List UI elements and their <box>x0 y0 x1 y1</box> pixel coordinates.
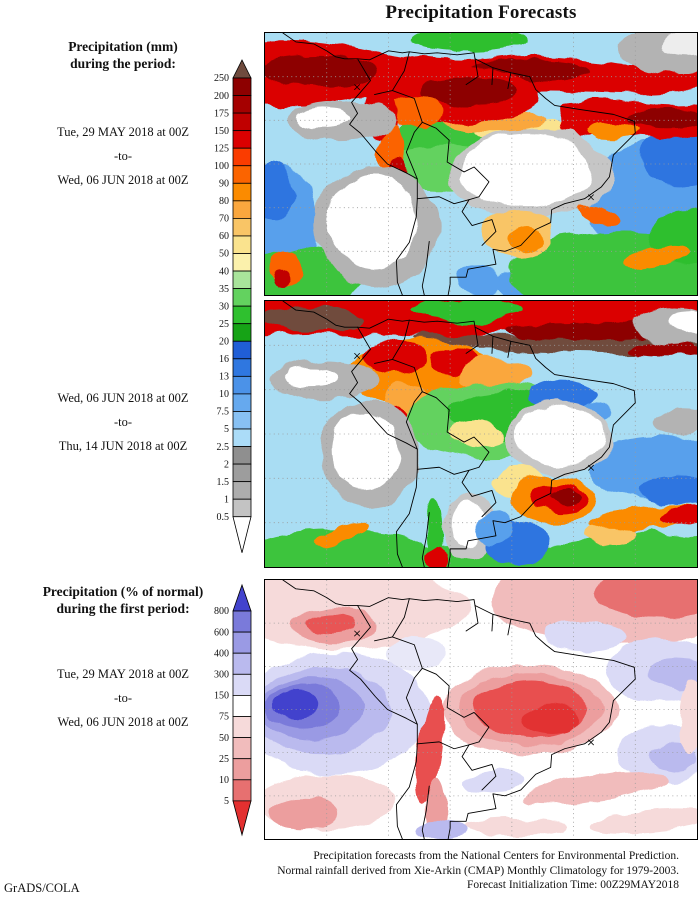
period2-start: Wed, 06 JUN 2018 at 00Z <box>57 391 189 405</box>
colorbar-precip-mm: 250 200 175 150 125 100 90 80 70 60 50 40 35 30 25 20 16… <box>198 58 252 558</box>
svg-text:2: 2 <box>224 459 229 470</box>
svg-text:175: 175 <box>214 108 229 119</box>
svg-text:16: 16 <box>219 354 229 365</box>
svg-text:70: 70 <box>219 214 229 225</box>
svg-text:20: 20 <box>219 336 229 347</box>
footer-line2: Normal rainfall derived from Xie-Arkin (… <box>277 864 679 877</box>
period3-end: Wed, 06 JUN 2018 at 00Z <box>57 715 189 729</box>
period1-to: -to- <box>113 149 133 163</box>
svg-text:10: 10 <box>219 775 229 786</box>
period2-dates: Wed, 06 JUN 2018 at 00Z -to- Thu, 14 JUN… <box>8 390 238 462</box>
svg-text:150: 150 <box>214 126 229 137</box>
period1-end: Wed, 06 JUN 2018 at 00Z <box>57 173 189 187</box>
svg-text:0.5: 0.5 <box>217 512 230 523</box>
panel2-heading-line2: during the first period: <box>56 601 190 616</box>
period1-dates: Tue, 29 MAY 2018 at 00Z -to- Wed, 06 JUN… <box>8 124 238 196</box>
panel2-heading: Precipitation (% of normal) during the f… <box>8 583 238 617</box>
svg-text:2.5: 2.5 <box>217 442 230 453</box>
svg-text:250: 250 <box>214 73 229 84</box>
period3-start: Tue, 29 MAY 2018 at 00Z <box>57 667 189 681</box>
period3-dates: Tue, 29 MAY 2018 at 00Z -to- Wed, 06 JUN… <box>8 666 238 738</box>
svg-text:30: 30 <box>219 301 229 312</box>
footer-notes: Precipitation forecasts from the Nationa… <box>159 849 679 893</box>
svg-text:75: 75 <box>219 712 229 723</box>
panel1-heading-line2: during the period: <box>70 56 176 71</box>
svg-text:200: 200 <box>214 91 229 102</box>
svg-text:40: 40 <box>219 266 229 277</box>
panel1-heading-line1: Precipitation (mm) <box>68 39 178 54</box>
svg-text:7.5: 7.5 <box>217 407 230 418</box>
svg-text:1: 1 <box>224 494 229 505</box>
map-percent-of-normal <box>264 579 698 840</box>
svg-text:1.5: 1.5 <box>217 477 230 488</box>
svg-text:50: 50 <box>219 733 229 744</box>
period2-to: -to- <box>113 415 133 429</box>
grads-cola-credit: GrADS/COLA <box>4 881 80 895</box>
svg-text:80: 80 <box>219 196 229 207</box>
svg-text:100: 100 <box>214 161 229 172</box>
svg-text:600: 600 <box>214 627 229 638</box>
map-precip-mm-period1 <box>264 32 698 296</box>
footer-line1: Precipitation forecasts from the Nationa… <box>313 850 679 862</box>
period3-to: -to- <box>113 691 133 705</box>
page-title: Precipitation Forecasts <box>385 2 577 23</box>
svg-text:60: 60 <box>219 231 229 242</box>
svg-text:5: 5 <box>224 796 229 807</box>
svg-text:800: 800 <box>214 606 229 617</box>
panel1-heading: Precipitation (mm) during the period: <box>8 38 238 72</box>
svg-text:125: 125 <box>214 143 229 154</box>
svg-text:400: 400 <box>214 648 229 659</box>
svg-text:25: 25 <box>219 754 229 765</box>
footer-line3: Forecast Initialization Time: 00Z29MAY20… <box>467 879 679 891</box>
svg-text:150: 150 <box>214 691 229 702</box>
svg-text:25: 25 <box>219 319 229 330</box>
colorbar-percent-of-normal: 800 600 400 300 150 75 50 25 10 5 <box>198 583 252 839</box>
svg-text:35: 35 <box>219 284 229 295</box>
period2-end: Thu, 14 JUN 2018 at 00Z <box>58 439 188 453</box>
svg-text:5: 5 <box>224 424 229 435</box>
svg-text:300: 300 <box>214 670 229 681</box>
svg-text:50: 50 <box>219 249 229 260</box>
map-precip-mm-period2 <box>264 300 698 568</box>
svg-text:90: 90 <box>219 179 229 190</box>
panel2-heading-line1: Precipitation (% of normal) <box>42 584 204 599</box>
svg-text:10: 10 <box>219 389 229 400</box>
period1-start: Tue, 29 MAY 2018 at 00Z <box>57 125 189 139</box>
svg-text:13: 13 <box>219 372 229 383</box>
